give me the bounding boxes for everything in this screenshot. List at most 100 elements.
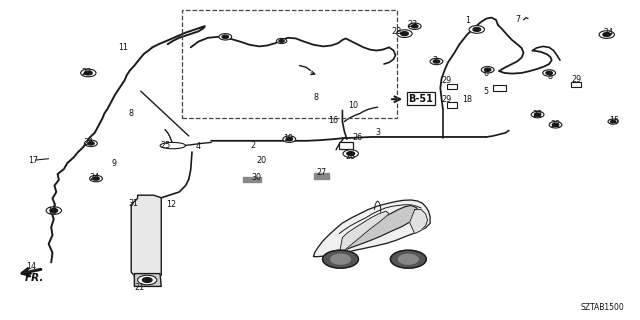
Circle shape — [481, 67, 494, 73]
Text: 8: 8 — [313, 93, 318, 102]
Circle shape — [433, 60, 440, 63]
Bar — [447, 84, 457, 89]
Text: 20: 20 — [256, 156, 266, 164]
Circle shape — [430, 58, 443, 65]
Text: 19: 19 — [283, 134, 293, 143]
Circle shape — [608, 119, 618, 124]
Text: 31: 31 — [128, 199, 138, 208]
Text: 29: 29 — [571, 75, 581, 84]
Text: 29: 29 — [442, 95, 452, 104]
Circle shape — [412, 25, 418, 28]
Circle shape — [81, 69, 96, 77]
Text: SZTAB1500: SZTAB1500 — [580, 303, 624, 312]
Bar — [571, 82, 581, 87]
Polygon shape — [243, 177, 261, 182]
Polygon shape — [314, 200, 430, 257]
Circle shape — [93, 177, 99, 180]
Circle shape — [543, 70, 556, 76]
Text: 30: 30 — [251, 173, 261, 182]
Text: 2: 2 — [250, 141, 255, 150]
Circle shape — [599, 31, 614, 38]
Circle shape — [138, 275, 157, 285]
Text: 23: 23 — [408, 20, 418, 28]
Circle shape — [276, 38, 287, 44]
Text: 22: 22 — [550, 120, 561, 129]
Circle shape — [347, 152, 355, 156]
Text: FR.: FR. — [24, 273, 44, 283]
Circle shape — [549, 122, 562, 128]
Circle shape — [143, 278, 152, 283]
Text: 22: 22 — [532, 110, 543, 119]
Text: 26: 26 — [352, 133, 362, 142]
Text: 24: 24 — [90, 173, 100, 182]
Circle shape — [399, 254, 418, 264]
Text: 25: 25 — [160, 141, 170, 150]
Bar — [339, 142, 353, 149]
Text: 14: 14 — [26, 262, 36, 271]
Text: 18: 18 — [462, 95, 472, 104]
Text: 7: 7 — [516, 15, 521, 24]
Circle shape — [283, 136, 296, 142]
Circle shape — [286, 138, 292, 141]
Bar — [447, 102, 457, 108]
Text: 16: 16 — [328, 116, 338, 124]
Text: 3: 3 — [375, 128, 380, 137]
Polygon shape — [134, 274, 161, 286]
Text: 12: 12 — [166, 200, 177, 209]
Circle shape — [546, 71, 552, 75]
Text: 24: 24 — [603, 28, 613, 36]
Circle shape — [408, 23, 421, 29]
Circle shape — [552, 123, 559, 126]
Circle shape — [469, 26, 484, 33]
Circle shape — [84, 71, 92, 75]
Polygon shape — [334, 205, 419, 256]
Text: 29: 29 — [442, 76, 452, 85]
Text: 8: 8 — [129, 109, 134, 118]
Polygon shape — [339, 211, 389, 255]
Text: 27: 27 — [316, 168, 326, 177]
Circle shape — [50, 209, 58, 212]
Bar — [493, 85, 506, 91]
Polygon shape — [131, 195, 161, 280]
Circle shape — [46, 207, 61, 214]
Circle shape — [390, 250, 426, 268]
Text: 10: 10 — [348, 101, 358, 110]
Circle shape — [473, 28, 481, 31]
Circle shape — [611, 120, 616, 123]
Circle shape — [219, 34, 232, 40]
Circle shape — [531, 111, 544, 118]
Text: 28: 28 — [346, 152, 356, 161]
Text: 5: 5 — [484, 87, 489, 96]
Circle shape — [323, 250, 358, 268]
Circle shape — [279, 40, 284, 42]
Text: 1: 1 — [465, 16, 470, 25]
Circle shape — [603, 33, 611, 36]
Circle shape — [222, 35, 228, 38]
Circle shape — [90, 175, 102, 182]
Text: B-51: B-51 — [408, 93, 433, 104]
Text: 11: 11 — [118, 43, 128, 52]
Circle shape — [84, 140, 97, 147]
Text: 17: 17 — [28, 156, 38, 164]
Text: 9: 9 — [111, 159, 116, 168]
Circle shape — [88, 142, 94, 145]
Ellipse shape — [160, 142, 186, 149]
Text: 24: 24 — [83, 138, 93, 147]
Text: 21: 21 — [134, 284, 145, 292]
Circle shape — [484, 68, 491, 71]
Polygon shape — [314, 173, 329, 179]
Text: 15: 15 — [609, 116, 620, 124]
Circle shape — [534, 113, 541, 116]
Text: 4: 4 — [196, 142, 201, 151]
Circle shape — [343, 150, 358, 157]
Circle shape — [401, 32, 408, 36]
Bar — [182, 10, 397, 118]
Text: 8: 8 — [548, 72, 553, 81]
Text: 13: 13 — [47, 207, 58, 216]
Text: 22: 22 — [81, 68, 92, 76]
Text: 3: 3 — [433, 56, 438, 65]
Text: 6: 6 — [484, 69, 489, 78]
Polygon shape — [410, 210, 428, 234]
Circle shape — [397, 30, 412, 37]
Text: 28: 28 — [392, 27, 402, 36]
